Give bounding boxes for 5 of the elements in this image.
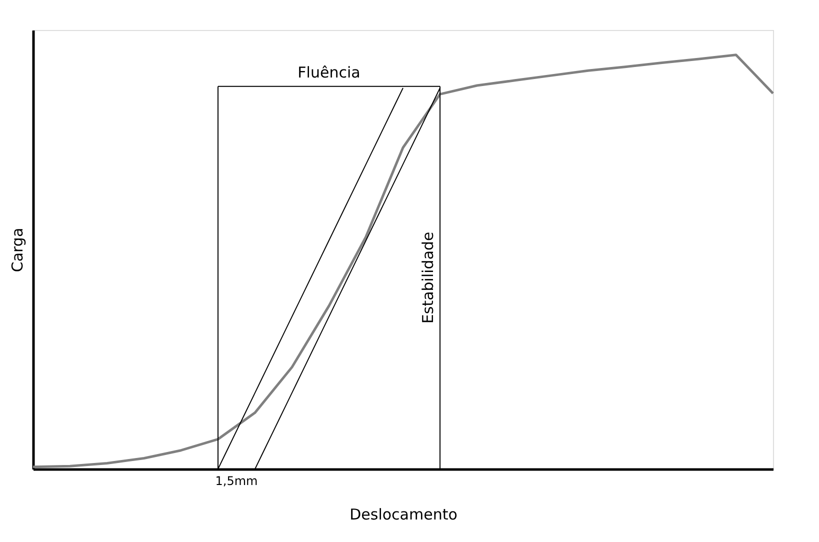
x-axis-title: Deslocamento <box>350 506 458 524</box>
text: 1,5mm <box>215 474 258 488</box>
annotation: Estabilidade <box>419 232 437 324</box>
y-axis-title: Carga <box>8 228 26 272</box>
annotation: Fluência <box>298 63 360 82</box>
